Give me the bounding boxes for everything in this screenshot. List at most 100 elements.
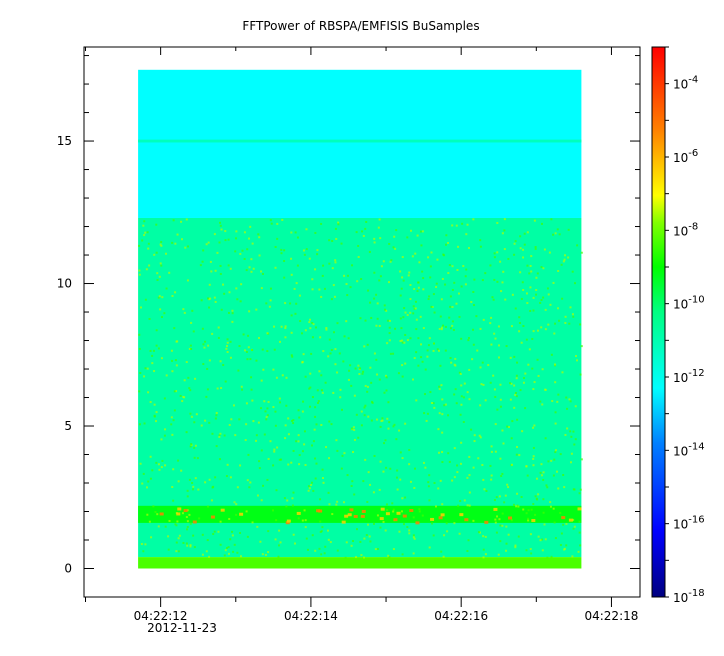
noise-speck xyxy=(227,238,230,241)
noise-speck xyxy=(186,279,189,282)
noise-speck xyxy=(214,269,217,272)
noise-speck xyxy=(239,464,242,467)
noise-speck xyxy=(473,434,476,437)
noise-speck xyxy=(513,355,516,358)
noise-speck xyxy=(321,274,324,277)
noise-speck xyxy=(250,388,253,391)
noise-speck xyxy=(379,460,382,463)
noise-speck xyxy=(308,405,311,408)
noise-speck xyxy=(483,488,486,491)
noise-speck xyxy=(447,272,450,275)
noise-speck xyxy=(208,298,211,301)
noise-speck xyxy=(542,498,545,501)
noise-speck xyxy=(473,440,476,443)
noise-speck xyxy=(530,552,533,555)
noise-speck xyxy=(340,467,343,470)
plot-frame xyxy=(83,46,641,598)
noise-speck xyxy=(265,302,268,305)
noise-speck xyxy=(342,501,345,504)
noise-speck xyxy=(213,233,216,236)
noise-speck xyxy=(462,421,465,424)
noise-speck xyxy=(143,234,146,237)
noise-speck xyxy=(570,452,573,455)
noise-speck xyxy=(355,413,358,416)
noise-speck xyxy=(285,521,290,525)
noise-speck xyxy=(151,469,154,472)
noise-speck xyxy=(296,264,299,267)
noise-speck xyxy=(465,268,468,271)
noise-speck xyxy=(304,375,307,378)
noise-speck xyxy=(577,550,580,553)
noise-speck xyxy=(318,370,321,373)
noise-speck xyxy=(325,446,328,449)
noise-speck xyxy=(330,298,333,301)
noise-speck xyxy=(309,386,312,389)
noise-speck xyxy=(459,413,462,416)
noise-speck xyxy=(309,318,312,321)
noise-speck xyxy=(540,222,543,225)
noise-speck xyxy=(274,424,277,427)
noise-speck xyxy=(554,381,557,384)
noise-speck xyxy=(259,540,262,543)
noise-speck xyxy=(503,248,506,251)
noise-speck xyxy=(563,258,566,261)
noise-speck xyxy=(424,368,427,371)
noise-speck xyxy=(164,464,167,467)
noise-speck xyxy=(482,383,485,386)
noise-speck xyxy=(246,358,249,361)
noise-speck xyxy=(218,434,221,437)
y-tick-label: 15 xyxy=(57,134,72,148)
noise-speck xyxy=(353,394,356,397)
noise-speck xyxy=(522,288,525,291)
noise-speck xyxy=(516,446,519,449)
noise-speck xyxy=(550,459,553,462)
noise-speck xyxy=(501,429,504,432)
noise-speck xyxy=(448,460,451,463)
noise-speck xyxy=(580,458,583,461)
noise-speck xyxy=(510,463,513,466)
noise-speck xyxy=(384,529,387,532)
noise-speck xyxy=(508,516,513,520)
noise-speck xyxy=(573,443,576,446)
noise-speck xyxy=(468,398,471,401)
noise-speck xyxy=(579,488,582,491)
noise-speck xyxy=(412,534,415,537)
noise-speck xyxy=(351,540,354,543)
noise-speck xyxy=(360,424,363,427)
noise-speck xyxy=(144,231,147,234)
noise-speck xyxy=(229,538,232,541)
noise-speck xyxy=(413,537,416,540)
noise-speck xyxy=(284,325,287,328)
noise-speck xyxy=(206,367,209,370)
noise-speck xyxy=(451,324,454,327)
noise-speck xyxy=(440,326,443,329)
noise-speck xyxy=(149,401,152,404)
noise-speck xyxy=(411,255,414,258)
noise-speck xyxy=(496,408,499,411)
noise-speck xyxy=(436,258,439,261)
noise-speck xyxy=(490,478,493,481)
noise-speck xyxy=(558,319,561,322)
noise-speck xyxy=(187,376,190,379)
noise-speck xyxy=(496,280,499,283)
noise-speck xyxy=(208,306,211,309)
noise-speck xyxy=(274,266,277,269)
noise-speck xyxy=(542,296,545,299)
noise-speck xyxy=(554,422,557,425)
noise-speck xyxy=(387,554,390,557)
noise-speck xyxy=(535,477,538,480)
noise-speck xyxy=(186,509,189,512)
noise-speck xyxy=(564,433,567,436)
noise-speck xyxy=(427,298,430,301)
noise-speck xyxy=(441,431,444,434)
noise-speck xyxy=(396,511,401,515)
noise-speck xyxy=(546,287,549,290)
noise-speck xyxy=(562,260,565,263)
noise-speck xyxy=(219,272,222,275)
noise-speck xyxy=(260,379,263,382)
noise-speck xyxy=(364,458,367,461)
noise-speck xyxy=(514,240,517,243)
noise-speck xyxy=(347,337,350,340)
noise-speck xyxy=(360,514,365,518)
noise-speck xyxy=(381,419,384,422)
